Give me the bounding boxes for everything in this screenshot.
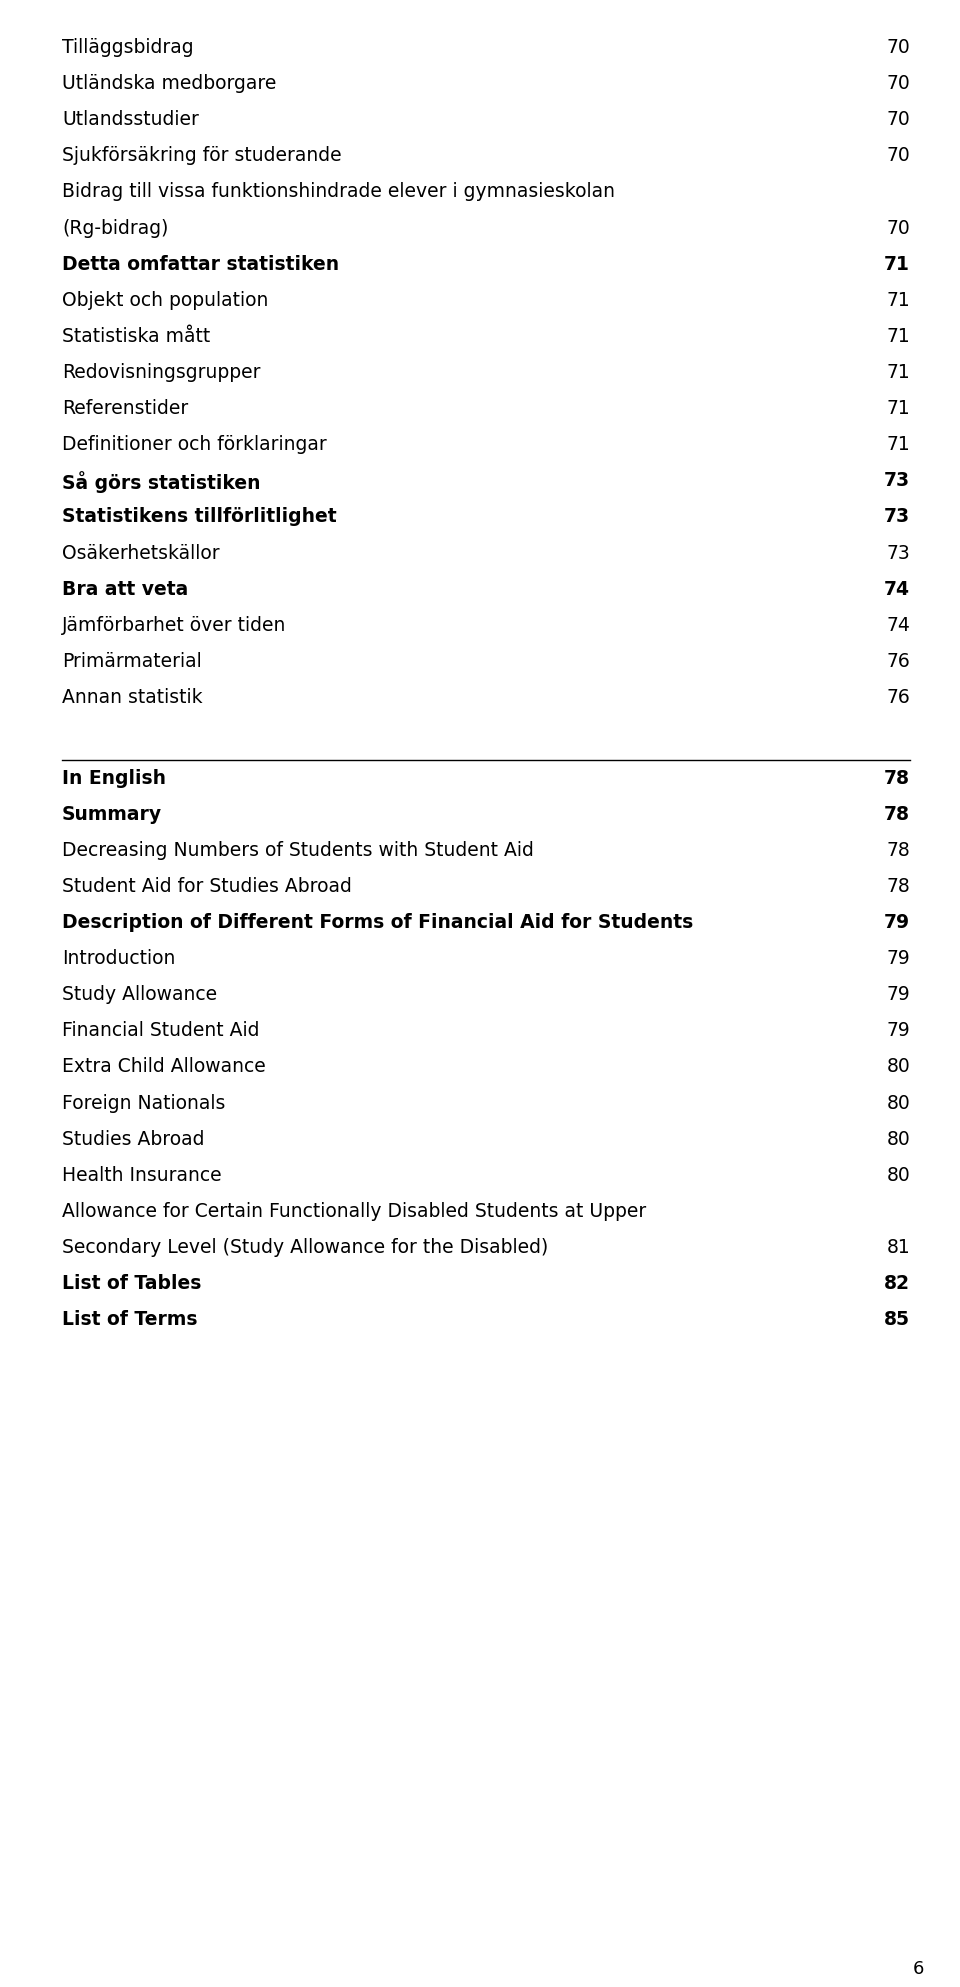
Text: Detta omfattar statistiken: Detta omfattar statistiken xyxy=(62,254,339,274)
Text: Osäkerhetskällor: Osäkerhetskällor xyxy=(62,544,220,562)
Text: 71: 71 xyxy=(886,328,910,346)
Text: 79: 79 xyxy=(884,912,910,932)
Text: Decreasing Numbers of Students with Student Aid: Decreasing Numbers of Students with Stud… xyxy=(62,841,534,860)
Text: Annan statistik: Annan statistik xyxy=(62,688,203,707)
Text: 71: 71 xyxy=(884,254,910,274)
Text: 73: 73 xyxy=(884,507,910,527)
Text: 80: 80 xyxy=(886,1057,910,1077)
Text: Studies Abroad: Studies Abroad xyxy=(62,1131,204,1148)
Text: 80: 80 xyxy=(886,1131,910,1148)
Text: Student Aid for Studies Abroad: Student Aid for Studies Abroad xyxy=(62,876,352,896)
Text: Description of Different Forms of Financial Aid for Students: Description of Different Forms of Financ… xyxy=(62,912,693,932)
Text: Redovisningsgrupper: Redovisningsgrupper xyxy=(62,364,260,382)
Text: Financial Student Aid: Financial Student Aid xyxy=(62,1021,259,1041)
Text: 71: 71 xyxy=(886,435,910,455)
Text: Utlandsstudier: Utlandsstudier xyxy=(62,109,199,129)
Text: 78: 78 xyxy=(886,841,910,860)
Text: 70: 70 xyxy=(886,109,910,129)
Text: Utländska medborgare: Utländska medborgare xyxy=(62,74,276,93)
Text: 79: 79 xyxy=(886,950,910,968)
Text: 6: 6 xyxy=(913,1959,924,1977)
Text: 76: 76 xyxy=(886,652,910,672)
Text: 71: 71 xyxy=(886,399,910,417)
Text: Allowance for Certain Functionally Disabled Students at Upper: Allowance for Certain Functionally Disab… xyxy=(62,1202,646,1220)
Text: 70: 70 xyxy=(886,74,910,93)
Text: Objekt och population: Objekt och population xyxy=(62,290,269,310)
Text: Summary: Summary xyxy=(62,805,162,825)
Text: Primärmaterial: Primärmaterial xyxy=(62,652,202,672)
Text: Health Insurance: Health Insurance xyxy=(62,1166,222,1184)
Text: List of Terms: List of Terms xyxy=(62,1309,198,1329)
Text: Foreign Nationals: Foreign Nationals xyxy=(62,1093,226,1113)
Text: 79: 79 xyxy=(886,986,910,1003)
Text: Extra Child Allowance: Extra Child Allowance xyxy=(62,1057,266,1077)
Text: 81: 81 xyxy=(886,1238,910,1258)
Text: 79: 79 xyxy=(886,1021,910,1041)
Text: 78: 78 xyxy=(886,876,910,896)
Text: 85: 85 xyxy=(884,1309,910,1329)
Text: Introduction: Introduction xyxy=(62,950,176,968)
Text: 71: 71 xyxy=(886,364,910,382)
Text: Så görs statistiken: Så görs statistiken xyxy=(62,471,260,493)
Text: Secondary Level (Study Allowance for the Disabled): Secondary Level (Study Allowance for the… xyxy=(62,1238,548,1258)
Text: Tilläggsbidrag: Tilläggsbidrag xyxy=(62,38,194,58)
Text: Definitioner och förklaringar: Definitioner och förklaringar xyxy=(62,435,326,455)
Text: 80: 80 xyxy=(886,1166,910,1184)
Text: Statistikens tillförlitlighet: Statistikens tillförlitlighet xyxy=(62,507,337,527)
Text: Statistiska mått: Statistiska mått xyxy=(62,328,210,346)
Text: Referenstider: Referenstider xyxy=(62,399,188,417)
Text: Bra att veta: Bra att veta xyxy=(62,580,188,598)
Text: (Rg-bidrag): (Rg-bidrag) xyxy=(62,219,168,238)
Text: Study Allowance: Study Allowance xyxy=(62,986,217,1003)
Text: 70: 70 xyxy=(886,147,910,165)
Text: 73: 73 xyxy=(884,471,910,491)
Text: Sjukförsäkring för studerande: Sjukförsäkring för studerande xyxy=(62,147,342,165)
Text: 74: 74 xyxy=(886,616,910,634)
Text: Jämförbarhet över tiden: Jämförbarhet över tiden xyxy=(62,616,286,634)
Text: 70: 70 xyxy=(886,219,910,238)
Text: Bidrag till vissa funktionshindrade elever i gymnasieskolan: Bidrag till vissa funktionshindrade elev… xyxy=(62,183,615,201)
Text: 80: 80 xyxy=(886,1093,910,1113)
Text: 78: 78 xyxy=(884,769,910,787)
Text: 70: 70 xyxy=(886,38,910,58)
Text: 76: 76 xyxy=(886,688,910,707)
Text: 74: 74 xyxy=(884,580,910,598)
Text: In English: In English xyxy=(62,769,166,787)
Text: List of Tables: List of Tables xyxy=(62,1274,202,1294)
Text: 82: 82 xyxy=(884,1274,910,1294)
Text: 71: 71 xyxy=(886,290,910,310)
Text: 73: 73 xyxy=(886,544,910,562)
Text: 78: 78 xyxy=(884,805,910,825)
